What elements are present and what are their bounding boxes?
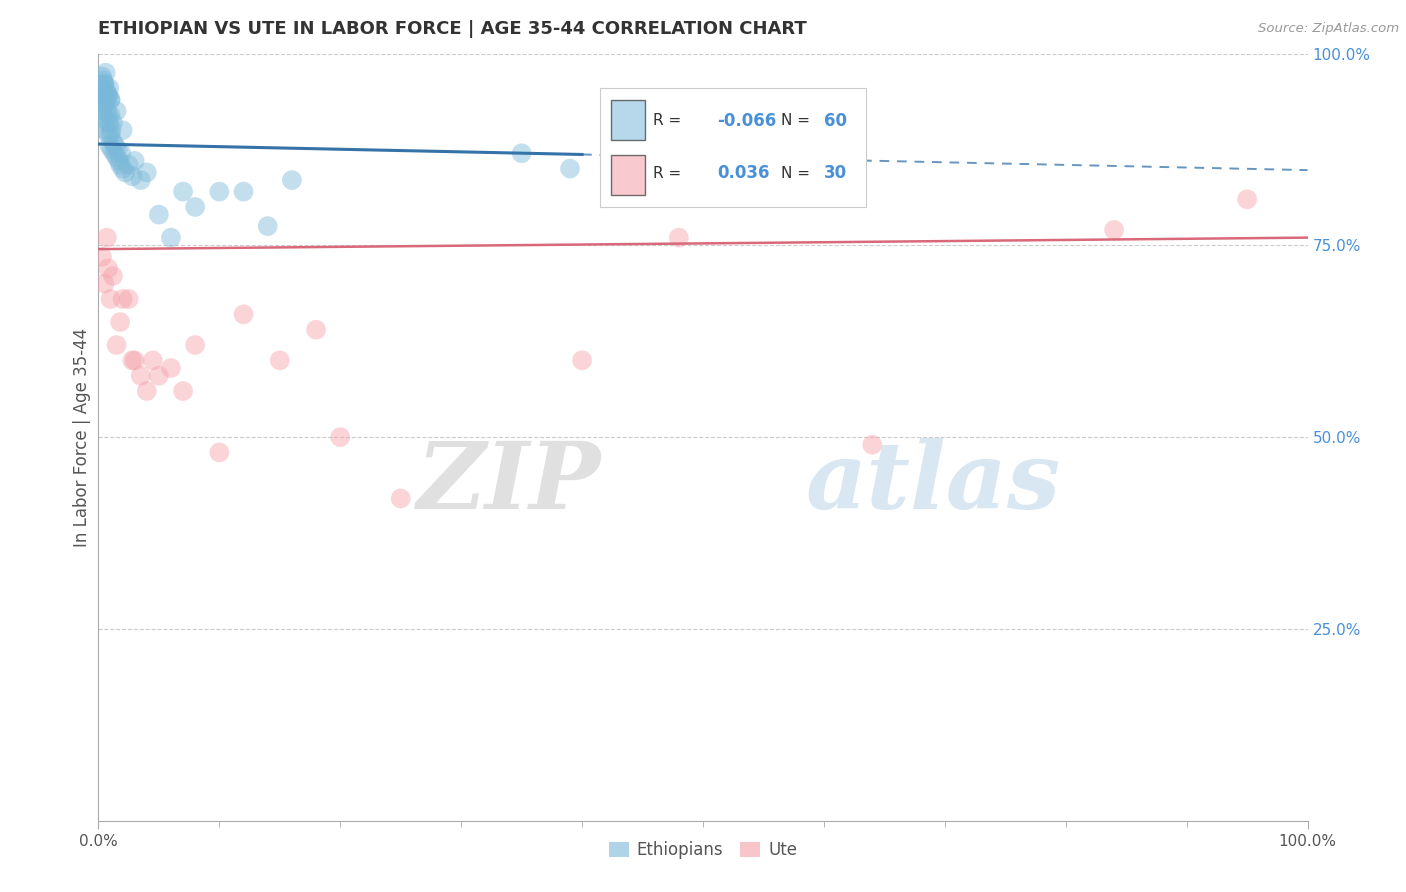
Point [172, 185, 194, 199]
Point [98, 81, 121, 95]
Point [110, 146, 132, 161]
Point [129, 173, 152, 187]
Point [100, 127, 122, 141]
Point [107, 143, 129, 157]
Point [305, 323, 328, 337]
Point [124, 353, 146, 368]
Point [184, 200, 207, 214]
Point [97, 88, 120, 103]
Point [105, 150, 128, 164]
Text: Source: ZipAtlas.com: Source: ZipAtlas.com [1258, 22, 1399, 36]
Point [100, 108, 122, 122]
Point [101, 135, 124, 149]
Point [100, 123, 122, 137]
Point [142, 353, 165, 368]
Point [100, 292, 122, 306]
Point [558, 161, 581, 176]
Point [172, 384, 194, 398]
Point [96, 115, 118, 129]
Point [100, 143, 122, 157]
Point [281, 173, 304, 187]
Point [111, 161, 134, 176]
Point [256, 219, 278, 234]
Point [90, 81, 112, 95]
Point [389, 491, 412, 506]
Point [160, 230, 183, 244]
Point [108, 153, 131, 168]
Point [101, 268, 124, 283]
Point [101, 115, 124, 129]
Point [91, 250, 114, 264]
Point [96, 104, 118, 119]
Point [118, 158, 141, 172]
Point [208, 445, 231, 459]
Point [94, 85, 117, 99]
Point [160, 361, 183, 376]
Point [91, 88, 114, 103]
Point [111, 123, 134, 137]
Text: ETHIOPIAN VS UTE IN LABOR FORCE | AGE 35-44 CORRELATION CHART: ETHIOPIAN VS UTE IN LABOR FORCE | AGE 35… [98, 21, 807, 38]
Point [148, 208, 170, 222]
Point [97, 261, 120, 276]
Point [105, 338, 128, 352]
Point [91, 73, 114, 87]
Point [96, 230, 118, 244]
Point [94, 96, 117, 111]
Point [860, 438, 883, 452]
Point [94, 66, 117, 80]
Point [129, 368, 152, 383]
Point [571, 353, 593, 368]
Point [93, 77, 115, 91]
Point [114, 165, 136, 179]
Point [668, 230, 690, 244]
Point [100, 93, 122, 107]
Point [208, 185, 231, 199]
Point [97, 108, 120, 122]
Point [118, 292, 141, 306]
Point [269, 353, 291, 368]
Point [510, 146, 533, 161]
Point [135, 384, 157, 398]
Text: ZIP: ZIP [416, 438, 600, 528]
Point [111, 292, 134, 306]
Point [97, 127, 120, 141]
Point [91, 104, 114, 119]
Point [121, 169, 143, 184]
Point [232, 307, 254, 321]
Point [1236, 192, 1258, 206]
Point [135, 165, 157, 179]
Y-axis label: In Labor Force | Age 35-44: In Labor Force | Age 35-44 [73, 327, 91, 547]
Text: atlas: atlas [806, 438, 1062, 528]
Point [232, 185, 254, 199]
Point [103, 146, 125, 161]
Point [93, 96, 115, 111]
Point [93, 112, 115, 126]
Point [121, 353, 143, 368]
Point [94, 123, 117, 137]
Point [93, 277, 115, 291]
Point [91, 93, 114, 107]
Point [184, 338, 207, 352]
Point [100, 93, 122, 107]
Point [1102, 223, 1125, 237]
Point [91, 77, 114, 91]
Point [108, 315, 131, 329]
Point [98, 115, 121, 129]
Point [148, 368, 170, 383]
Point [329, 430, 352, 444]
Point [97, 88, 120, 103]
Point [93, 77, 115, 91]
Point [96, 85, 118, 99]
Point [108, 158, 131, 172]
Point [96, 93, 118, 107]
Point [105, 104, 128, 119]
Point [91, 70, 114, 84]
Point [124, 153, 146, 168]
Point [98, 138, 121, 153]
Legend: Ethiopians, Ute: Ethiopians, Ute [602, 835, 804, 866]
Point [104, 138, 127, 153]
